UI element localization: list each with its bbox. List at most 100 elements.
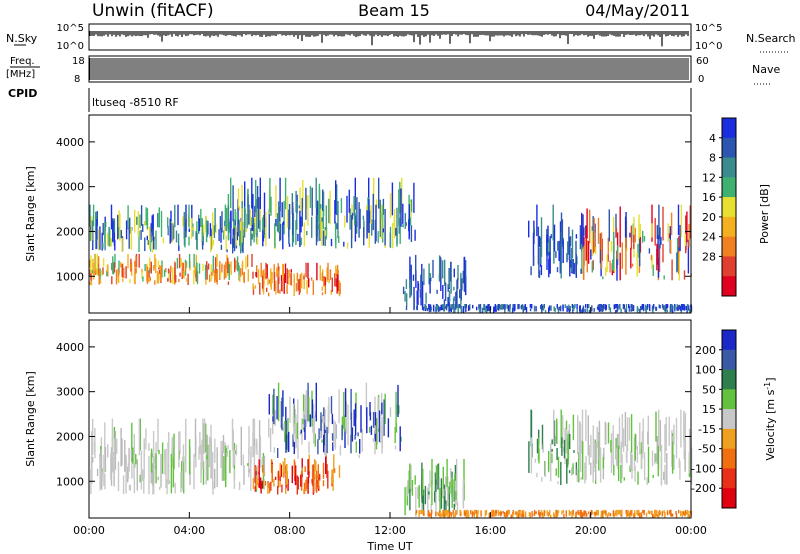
heat-cell xyxy=(522,509,525,514)
heat-cell xyxy=(554,308,556,312)
heat-cell xyxy=(654,511,656,518)
heat-cell xyxy=(590,249,592,260)
heat-cell xyxy=(666,304,669,308)
heat-cell xyxy=(135,454,137,459)
heat-cell xyxy=(414,229,416,241)
heat-cell xyxy=(282,221,285,225)
heat-cell xyxy=(607,237,609,254)
heat-cell xyxy=(555,251,557,258)
heat-cell xyxy=(615,304,618,309)
heat-cell xyxy=(333,468,336,473)
heat-cell xyxy=(561,219,564,244)
heat-cell xyxy=(102,242,104,249)
heat-cell xyxy=(330,238,333,247)
heat-cell xyxy=(212,255,214,273)
colorbar-tick-label: 12 xyxy=(702,171,716,184)
heat-cell xyxy=(416,290,418,311)
heat-cell xyxy=(126,466,129,483)
heat-cell xyxy=(378,177,380,209)
heat-cell xyxy=(560,305,562,310)
heat-cell xyxy=(247,190,249,226)
heat-cell xyxy=(120,428,122,467)
colorbar-frame xyxy=(721,329,737,509)
heat-cell xyxy=(274,282,276,290)
heat-cell xyxy=(148,455,150,495)
heat-cell xyxy=(99,226,101,250)
heat-cell xyxy=(662,243,664,263)
heat-cell xyxy=(571,229,574,258)
heat-cell xyxy=(259,436,262,459)
heat-cell xyxy=(305,187,307,220)
heat-cell xyxy=(149,236,152,252)
heat-cell xyxy=(465,304,467,308)
heat-cell xyxy=(449,481,451,494)
heat-cell xyxy=(381,204,383,239)
heat-cell xyxy=(170,453,173,494)
heat-cell xyxy=(557,308,560,313)
heat-cell xyxy=(169,269,172,283)
heat-cell xyxy=(664,464,666,485)
heat-cell xyxy=(130,227,132,250)
heat-cell xyxy=(669,509,672,516)
y-tick-label: 1000 xyxy=(56,475,84,488)
heat-cell xyxy=(178,431,180,468)
heat-cell xyxy=(586,208,588,239)
heat-cell xyxy=(602,511,604,518)
heat-cell xyxy=(404,487,406,516)
heat-cell xyxy=(351,212,354,220)
heat-cell xyxy=(550,514,552,518)
heat-cell xyxy=(152,214,154,241)
heat-cell xyxy=(303,222,306,247)
heat-cell xyxy=(112,256,114,275)
heat-cell xyxy=(664,306,666,312)
heat-cell xyxy=(167,268,170,274)
heat-cell xyxy=(441,512,444,516)
heat-cell xyxy=(324,230,327,236)
heat-cell xyxy=(479,307,481,313)
heat-cell xyxy=(636,511,639,515)
heat-cell xyxy=(220,441,222,468)
heat-cell xyxy=(96,211,98,226)
heat-cell xyxy=(177,233,180,247)
heat-cell xyxy=(455,510,458,516)
heat-cell xyxy=(296,200,298,230)
heat-cell xyxy=(553,224,556,252)
heat-cell xyxy=(450,308,452,313)
heat-cell xyxy=(332,469,334,491)
heat-cell xyxy=(97,229,100,251)
heat-cell xyxy=(325,455,327,474)
heat-cell xyxy=(329,270,332,280)
heat-cell xyxy=(447,284,449,292)
x-tick-label: 00:00 xyxy=(73,524,105,537)
heat-cell xyxy=(407,480,409,497)
heat-cell xyxy=(625,237,627,275)
heat-cell xyxy=(465,276,467,296)
heat-cell xyxy=(633,514,635,518)
heat-cell xyxy=(137,211,139,238)
heat-cell xyxy=(324,429,326,433)
heat-cell xyxy=(529,304,532,308)
colorbar-tick-label: -200 xyxy=(691,482,716,495)
heat-cell xyxy=(154,452,156,465)
heat-cell xyxy=(275,218,277,227)
heat-cell xyxy=(305,262,307,278)
heat-cell xyxy=(583,227,585,237)
heat-cell xyxy=(671,304,673,311)
heat-cell xyxy=(491,509,493,516)
heat-cell xyxy=(550,305,552,311)
heat-cell xyxy=(495,509,498,514)
heat-cell xyxy=(285,420,288,435)
heat-cell xyxy=(259,211,261,232)
heat-cell xyxy=(581,212,583,252)
heat-cell xyxy=(344,215,346,228)
heat-cell xyxy=(171,221,173,244)
heat-cell xyxy=(591,230,593,257)
heat-cell xyxy=(239,275,241,282)
y-tick-label: 4000 xyxy=(56,136,84,149)
heat-cell xyxy=(452,298,455,310)
heat-cell xyxy=(379,421,382,443)
heat-cell xyxy=(571,467,573,476)
heat-cell xyxy=(689,510,691,514)
heat-cell xyxy=(262,275,264,289)
heat-cell xyxy=(659,420,662,452)
